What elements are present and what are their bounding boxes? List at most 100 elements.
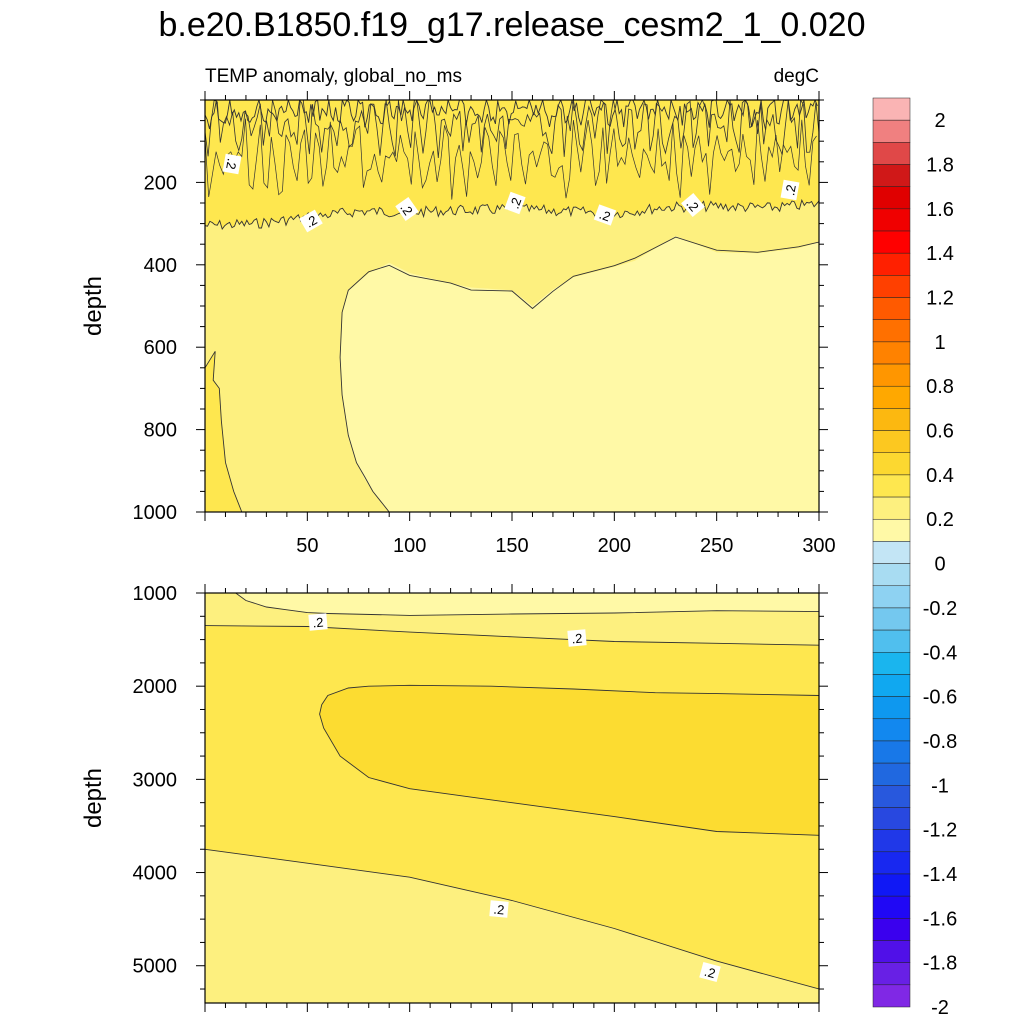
upper-contour-wedge [205,351,243,512]
colorbar-label: -1.4 [923,864,957,886]
svg-text:.2: .2 [597,207,612,225]
colorbar-label: -0.4 [923,642,957,664]
colorbar-box [872,962,911,986]
svg-text:.2: .2 [703,964,717,981]
upper-ytick-label: 600 [144,337,177,359]
colorbar-box [872,984,911,1008]
upper-ylabel: depth [80,276,107,336]
colorbar-label: -1.8 [923,953,957,975]
colorbar-box [872,541,911,564]
upper-contour-label: .2 [395,197,419,221]
upper-right-title: degC [774,66,819,87]
upper-tick-labels: 50 100 150 200 250 300 200 400 600 800 1000 [133,172,836,557]
lower-panel: .2 .2 .2 .2 1000 2000 3000 4000 5000 depth [80,583,828,1012]
colorbar-box [872,319,911,343]
colorbar-label: -1.2 [923,820,957,842]
lower-ytick-label: 4000 [133,863,178,885]
upper-ytick-label: 400 [144,255,177,277]
upper-contour-labels: .2 .2 .2 .2 .2 .2 .2 [222,153,800,233]
svg-text:.2: .2 [571,631,583,647]
upper-panel: TEMP anomaly, global_no_ms degC .2.2.2.2… [80,66,836,557]
lower-deep-region [205,849,819,1003]
colorbar-box [872,363,911,387]
colorbar-box [872,452,911,476]
lower-core-region [319,685,819,836]
colorbar-label: 1.8 [926,155,954,177]
colorbar-box [872,563,911,587]
colorbar-label: 2 [934,110,945,132]
lower-contour-core [319,684,819,836]
colorbar-box [872,652,911,675]
lower-contour-label: .2 [699,961,721,983]
lower-contour-label: .2 [308,613,328,631]
upper-xtick-label: 250 [700,535,733,557]
colorbar-box [872,918,911,941]
upper-surface-noise-contours-2 [205,118,817,200]
colorbar-label: 0.8 [926,376,954,398]
colorbar-label: -0.8 [923,731,957,753]
colorbar-box [872,385,911,409]
colorbar-label: -2 [931,997,949,1019]
colorbar-label: -1.6 [923,908,957,930]
upper-surface-noise-contours-3 [205,100,818,130]
svg-text:.2: .2 [223,157,240,170]
colorbar-box [872,496,911,520]
lower-ticks [196,584,828,1012]
lower-contour-label: .2 [489,900,509,918]
colorbar-box [872,674,911,697]
upper-contour-label: .2 [222,153,242,175]
svg-text:.2: .2 [782,183,799,196]
colorbar-labels: 2 1.8 1.6 1.4 1.2 1 0.8 0.6 0.4 0.2 0 -0.2 -0.4 -0.6 -… [923,110,957,1019]
colorbar-box [872,408,911,431]
upper-xtick-label: 50 [296,535,318,557]
colorbar: 2 1.8 1.6 1.4 1.2 1 0.8 0.6 0.4 0.2 0 -0.2 -0.4 -0.6 -… [872,97,957,1019]
svg-text:.2: .2 [493,902,505,918]
colorbar-box [872,119,911,143]
upper-surface-noise-contours [205,100,819,159]
colorbar-boxes [872,97,911,1008]
lower-contour-deep [205,848,819,990]
upper-xtick-label: 100 [393,535,426,557]
upper-xtick-label: 200 [598,535,631,557]
colorbar-box [872,97,911,121]
upper-xtick-label: 150 [495,535,528,557]
upper-contour-label: .2 [780,179,800,201]
colorbar-label: -0.2 [923,598,957,620]
colorbar-box [872,275,911,298]
lower-tick-labels: 1000 2000 3000 4000 5000 [133,583,178,978]
colorbar-box [872,762,911,786]
colorbar-box [872,186,911,210]
colorbar-box [872,740,911,764]
upper-contour-0.1 [339,236,819,512]
lower-top-region [235,593,819,616]
colorbar-box [872,785,911,808]
upper-ytick-label: 800 [144,420,177,442]
colorbar-box [872,585,911,609]
colorbar-box [872,474,911,498]
colorbar-box [872,430,911,453]
upper-contour-label: .2 [593,204,617,226]
colorbar-box [872,341,911,365]
colorbar-box [872,940,911,963]
colorbar-box [872,252,911,276]
colorbar-box [872,895,911,919]
colorbar-box [872,164,911,187]
colorbar-label: 1.4 [926,243,954,265]
lower-contour-b [205,625,819,646]
colorbar-label: 0.6 [926,421,954,443]
lower-ytick-label: 5000 [133,956,178,978]
colorbar-label: 1 [934,332,945,354]
lower-contour-label: .2 [567,629,587,647]
upper-left-wedge [205,351,242,512]
upper-ticks [196,91,828,521]
colorbar-box [872,607,911,631]
colorbar-label: 1.2 [926,288,954,310]
upper-plot-area [205,100,819,512]
colorbar-label: 0 [934,554,945,576]
colorbar-label: 1.6 [926,199,954,221]
upper-xtick-label: 300 [802,535,835,557]
colorbar-box [872,142,911,165]
colorbar-box [872,718,911,742]
lower-contour-a [235,593,819,616]
